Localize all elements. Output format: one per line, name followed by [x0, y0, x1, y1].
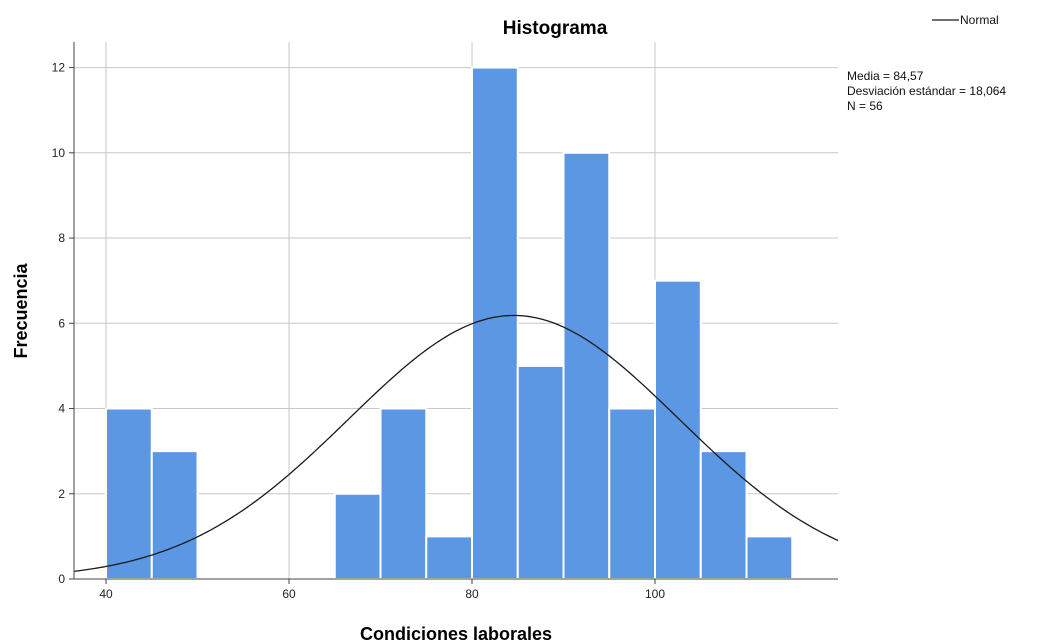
x-axis-label: Condiciones laborales — [360, 624, 552, 643]
y-axis-label: Frecuencia — [11, 262, 31, 358]
histogram-bar — [150, 450, 199, 580]
y-tick-label: 12 — [52, 61, 66, 75]
y-tick-label: 10 — [52, 146, 66, 160]
histogram-bar — [608, 407, 657, 580]
y-tick-label: 4 — [58, 402, 65, 416]
legend: Normal — [932, 13, 999, 27]
normal-curve — [73, 314, 839, 573]
histogram-bar — [516, 364, 565, 580]
histogram-bar — [333, 492, 382, 580]
chart-title: Histograma — [503, 18, 608, 39]
y-tick-label: 0 — [58, 572, 65, 586]
y-tick-label: 2 — [58, 487, 65, 501]
stat-n: N = 56 — [847, 99, 883, 113]
histogram-bar — [654, 279, 702, 580]
axes — [69, 42, 838, 584]
histogram-bar — [425, 535, 474, 581]
y-tick-label: 8 — [58, 231, 65, 245]
statistics-box: Media = 84,57 Desviación estándar = 18,0… — [847, 69, 1006, 113]
x-tick-label: 60 — [282, 587, 296, 601]
stat-mean: Media = 84,57 — [847, 69, 924, 83]
x-tick-label: 80 — [465, 587, 479, 601]
x-tick-label: 40 — [99, 587, 113, 601]
histogram-bar — [379, 407, 428, 580]
legend-normal-label: Normal — [960, 13, 999, 27]
histogram-bar — [471, 66, 519, 580]
y-tick-label: 6 — [58, 316, 65, 330]
normal-curve-layer — [73, 314, 839, 573]
histogram-bar — [105, 407, 153, 580]
histogram-bar — [745, 535, 794, 581]
histogram-bar — [699, 450, 748, 580]
x-tick-label: 100 — [645, 587, 665, 601]
tick-labels: 0 2 4 6 8 10 12 40 60 80 100 — [52, 61, 666, 601]
stat-std-dev: Desviación estándar = 18,064 — [847, 84, 1006, 98]
histogram-bar — [562, 151, 611, 581]
